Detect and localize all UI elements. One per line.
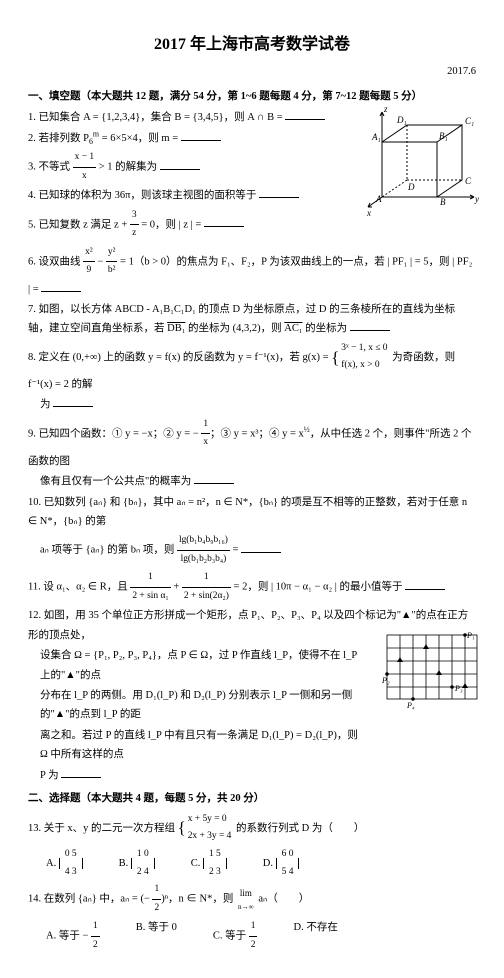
problem-8-line2: 为	[40, 395, 476, 414]
problem-6: 6. 设双曲线 x²9 − y²b² = 1（b > 0）的焦点为 F₁、F₂，…	[28, 244, 476, 299]
svg-text:B₁: B₁	[439, 131, 448, 141]
svg-text:A: A	[375, 194, 382, 204]
problem-11: 11. 设 α₁、α₂ ∈ R，且 12 + sin α₁ + 12 + sin…	[28, 569, 476, 605]
svg-text:D₁: D₁	[396, 115, 407, 125]
problem-8: 8. 定义在 (0,+∞) 上的函数 y = f(x) 的反函数为 y = f⁻…	[28, 340, 476, 394]
problem-14: 14. 在数列 {aₙ} 中，aₙ = (− 12)ⁿ，n ∈ N*，则 lim…	[28, 881, 476, 917]
cube-figure: A B C D A₁ B₁ C₁ D₁ x y z	[362, 102, 482, 222]
problem-12-line4: 离之和。若过 P 的直线 l_P 中有且只有一条满足 D₁(l_P) = D₂(…	[40, 726, 368, 765]
problem-12-line2: 设集合 Ω = {P₁, P₂, P₃, P₄}，点 P ∈ Ω，过 P 作直线…	[40, 646, 368, 685]
problem-12-line5: P 为	[40, 766, 368, 785]
svg-text:P₁: P₁	[466, 631, 475, 640]
problem-9: 9. 已知四个函数：① y = −x；② y = − 1x；③ y = x³；④…	[28, 416, 476, 471]
grid-figure: P₁ P₂ P₃ P₄	[382, 620, 482, 720]
problem-12-line3: 分布在 l_P 的两侧。用 D₁(l_P) 和 D₂(l_P) 分别表示 l_P…	[40, 686, 368, 725]
svg-text:x: x	[366, 208, 371, 218]
problems-with-cube-figure: A B C D A₁ B₁ C₁ D₁ x y z 1. 已知集合 A = {1…	[28, 108, 476, 338]
problem-13: 13. 关于 x、y 的二元一次方程组 {x + 5y = 02x + 3y =…	[28, 811, 476, 846]
svg-text:B: B	[440, 197, 446, 207]
svg-text:P₂: P₂	[382, 676, 390, 685]
exam-title: 2017 年上海市高考数学试卷	[28, 30, 476, 60]
problem-10: 10. 已知数列 {aₙ} 和 {bₙ}，其中 aₙ = n²，n ∈ N*，{…	[28, 493, 476, 532]
problem-7: 7. 如图，以长方体 ABCD - A₁B₁C₁D₁ 的顶点 D 为坐标原点，过…	[28, 300, 476, 339]
svg-text:A₁: A₁	[371, 132, 381, 142]
svg-text:P₄: P₄	[406, 701, 415, 710]
svg-text:C₁: C₁	[465, 116, 474, 126]
problem-9-line2: 像有且仅有一个公共点"的概率为	[40, 472, 476, 491]
exam-date: 2017.6	[28, 62, 476, 81]
svg-text:D: D	[407, 182, 415, 192]
svg-text:P₃: P₃	[454, 684, 463, 693]
section-2-head: 二、选择题（本大题共 4 题，每题 5 分，共 20 分）	[28, 789, 476, 808]
svg-text:y: y	[474, 194, 479, 204]
problem-10-line2: aₙ 项等于 {aₙ} 的第 bₙ 项，则 lg(b₁b₄b₉b₁₆)lg(b₁…	[40, 532, 476, 568]
svg-text:C: C	[465, 176, 472, 186]
svg-text:z: z	[383, 104, 388, 114]
problem-14-choices: A. 等于 − 12 B. 等于 0 C. 等于 12 D. 不存在	[46, 918, 476, 954]
problem-13-choices: A. 0 54 3 B. 1 02 4 C. 1 52 3 D. 6 05 4	[46, 846, 476, 881]
problem-12-with-figure: P₁ P₂ P₃ P₄ 设集合 Ω = {P₁, P₂, P₃, P₄}，点 P…	[28, 646, 476, 785]
